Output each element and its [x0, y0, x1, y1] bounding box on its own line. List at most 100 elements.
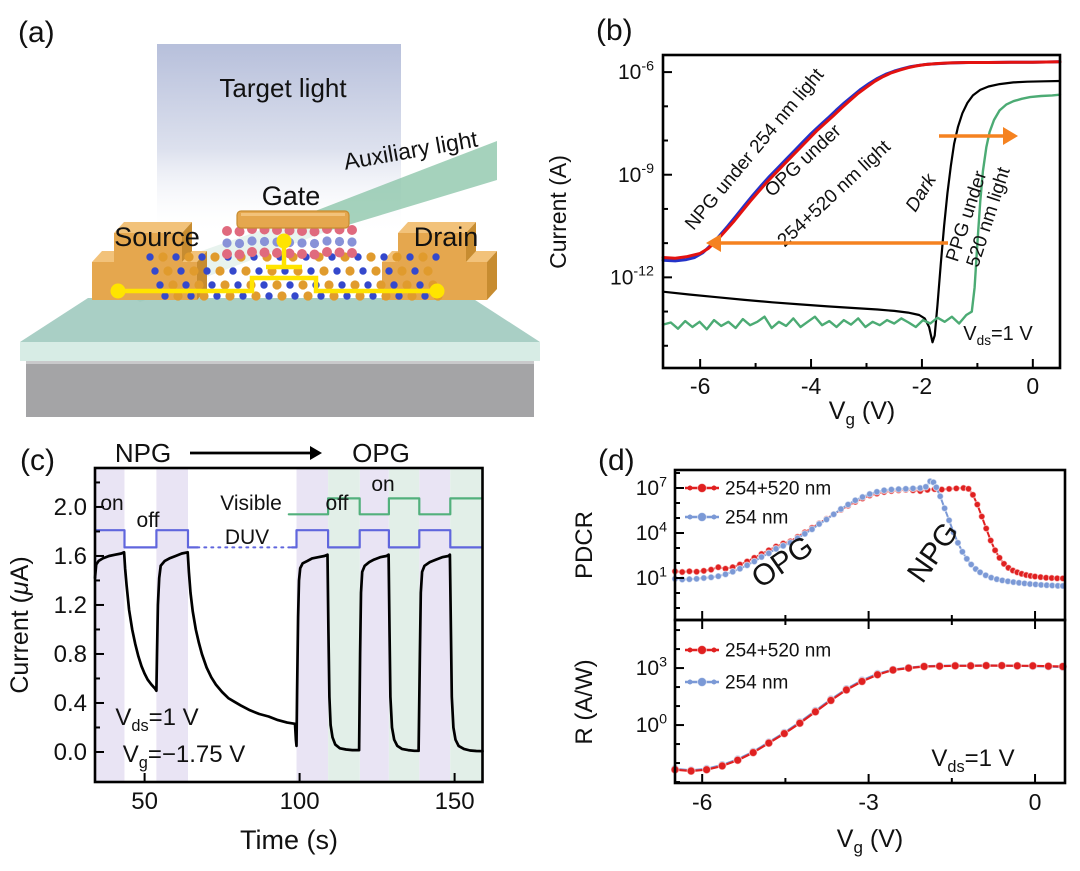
- annotation: NPG: [901, 516, 965, 588]
- y-tick-label: 1.6: [54, 543, 87, 570]
- data-point: [837, 505, 845, 513]
- atom-orange: [350, 280, 360, 290]
- data-point: [982, 524, 990, 533]
- data-point: [902, 485, 910, 493]
- legend-label: 254 nm: [725, 508, 788, 529]
- wire-terminal: [429, 283, 445, 299]
- data-point: [945, 516, 953, 525]
- panel-a-label: (a): [18, 16, 55, 49]
- atom-red: [234, 249, 245, 260]
- data-point: [950, 661, 960, 671]
- y-axis-title: Current (μA): [6, 556, 34, 693]
- atom-blue: [260, 281, 268, 289]
- atom-violet: [347, 237, 357, 247]
- annotation: Vds=1 V: [931, 745, 1014, 776]
- arrow-head: [310, 446, 322, 460]
- atom-blue: [198, 253, 206, 261]
- wire-terminal: [276, 233, 292, 249]
- data-point: [844, 500, 852, 509]
- illumination-band: [328, 468, 360, 782]
- atom-violet: [259, 236, 270, 247]
- data-point: [888, 665, 898, 675]
- x-tick-label: 150: [435, 788, 475, 815]
- data-point: [801, 530, 809, 538]
- data-point: [772, 545, 780, 553]
- atom-blue: [390, 281, 398, 289]
- legend-label: 254+520 nm: [725, 479, 831, 500]
- data-point: [958, 548, 967, 556]
- atom-blue: [187, 292, 195, 300]
- annotation: OPG: [746, 530, 820, 595]
- data-point: [692, 575, 701, 583]
- atom-blue: [380, 253, 388, 261]
- atom-red: [309, 249, 320, 260]
- atom-blue: [343, 292, 351, 300]
- atom-orange: [298, 280, 308, 290]
- atom-orange: [324, 280, 334, 290]
- data-point: [872, 670, 883, 680]
- data-point: [851, 496, 860, 505]
- legend-marker: [687, 485, 693, 491]
- data-point: [978, 512, 986, 521]
- annotation: NPG: [901, 516, 965, 588]
- electrode-side: [466, 222, 476, 262]
- data-point: [966, 661, 976, 671]
- atom-orange: [418, 252, 428, 262]
- legend-marker: [711, 679, 717, 685]
- atom-red: [347, 248, 357, 258]
- label: R (A/W): [571, 659, 598, 744]
- atom-violet: [222, 238, 232, 248]
- data-point: [748, 748, 758, 758]
- atom-blue: [307, 267, 315, 275]
- data-point: [765, 549, 773, 558]
- base-slab: [26, 361, 534, 417]
- data-point: [857, 676, 867, 686]
- atom-orange: [241, 266, 251, 276]
- legend-marker: [687, 679, 693, 685]
- atom-red: [272, 248, 282, 258]
- data-point: [714, 572, 723, 580]
- illumination-band: [95, 468, 125, 782]
- atom-blue: [182, 281, 190, 289]
- data-point: [810, 707, 820, 717]
- data-point: [963, 555, 971, 563]
- atom-blue: [172, 253, 180, 261]
- data-point: [922, 483, 930, 491]
- atom-blue: [156, 281, 164, 289]
- atom-red: [234, 226, 245, 237]
- y-tick-label: 10-9: [618, 161, 654, 187]
- y-tick-label: 0.8: [54, 641, 87, 668]
- atom-blue: [203, 267, 211, 275]
- atom-violet: [309, 238, 320, 249]
- y-tick-label: 104: [636, 519, 667, 545]
- annotation: Dark: [902, 169, 942, 215]
- data-point: [967, 560, 975, 569]
- atom-violet: [247, 236, 257, 246]
- atom-red: [297, 249, 307, 259]
- data-point: [945, 485, 953, 493]
- label: Current (A): [545, 155, 571, 269]
- data-point: [909, 484, 917, 493]
- atom-blue: [395, 292, 403, 300]
- annotation: Vds=1 V: [963, 323, 1033, 348]
- data-point: [750, 557, 759, 566]
- data-point: [685, 575, 694, 583]
- atom-blue: [385, 267, 393, 275]
- atom-orange: [189, 266, 199, 276]
- atom-orange: [371, 266, 381, 276]
- atom-blue: [265, 292, 273, 300]
- atom-red: [247, 247, 257, 257]
- illumination-band: [359, 468, 389, 782]
- atom-orange: [345, 266, 355, 276]
- x-axis-title: Time (s): [240, 825, 338, 855]
- y-tick-label: 103: [636, 654, 667, 680]
- x-tick-label: -3: [858, 789, 878, 815]
- x-tick-label: 100: [280, 788, 320, 815]
- illumination-band: [388, 468, 420, 782]
- atom-blue: [177, 267, 185, 275]
- atom-blue: [338, 281, 346, 289]
- x-tick-label: 0: [1026, 373, 1039, 399]
- electrode-side: [487, 251, 497, 300]
